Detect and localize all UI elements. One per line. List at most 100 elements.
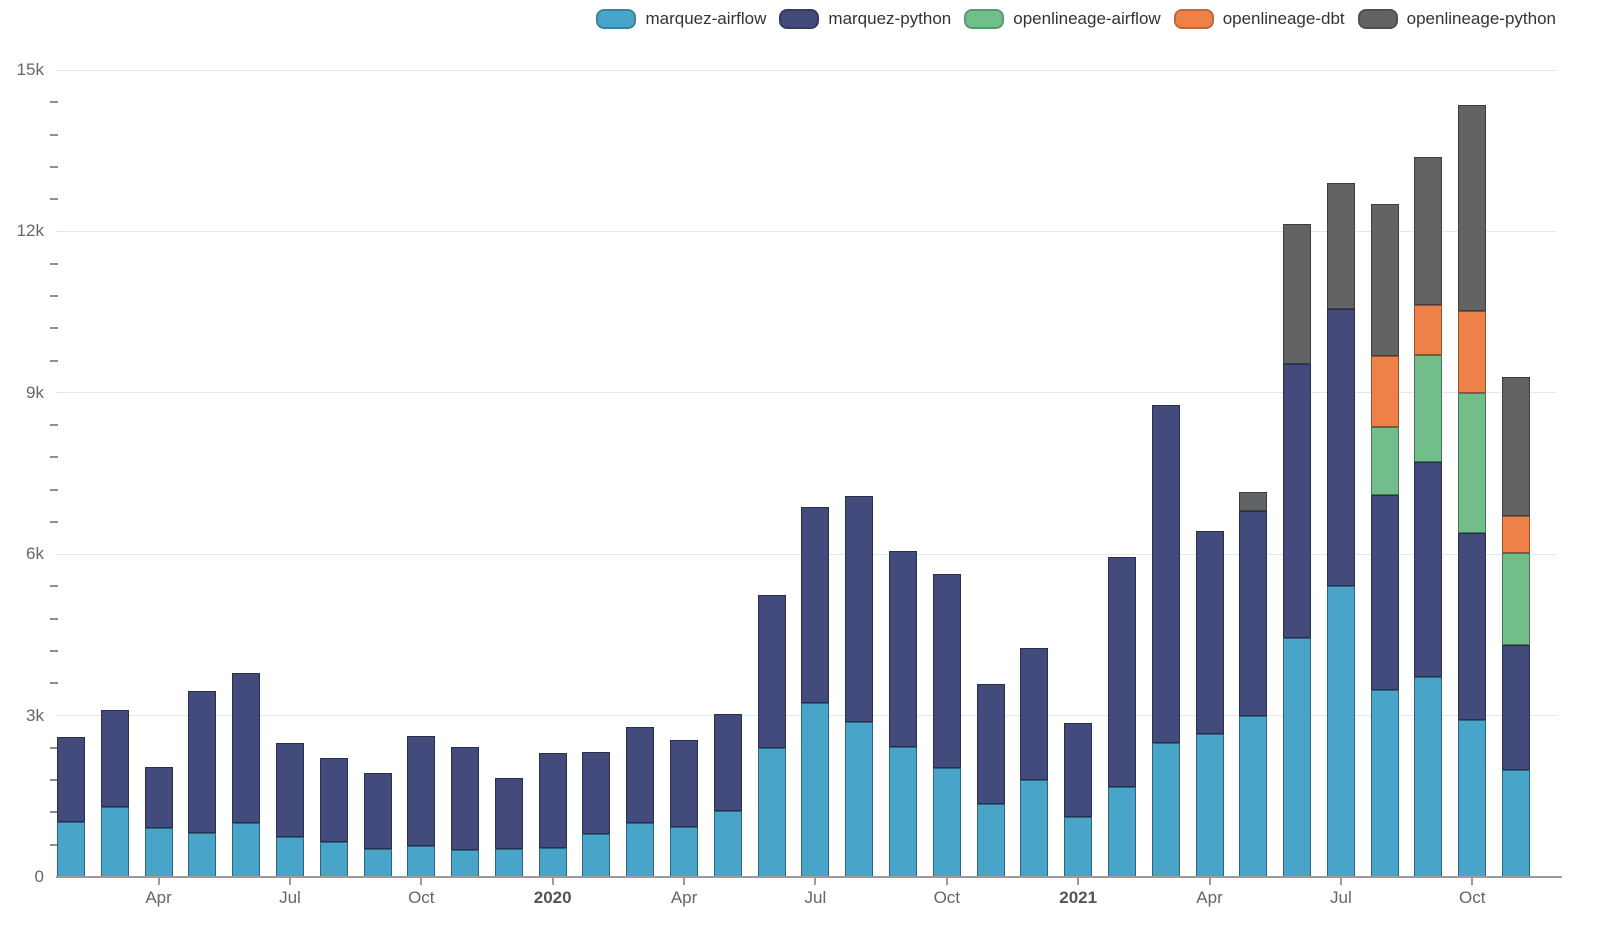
legend-label-marquez-airflow: marquez-airflow <box>645 9 767 28</box>
bar-segment-marquez-airflow[interactable] <box>1370 690 1399 877</box>
bar-segment-marquez-python[interactable] <box>1458 532 1487 720</box>
bar-segment-openlineage-python[interactable] <box>1326 182 1355 309</box>
bar-segment-marquez-airflow[interactable] <box>1239 715 1268 877</box>
bar-segment-openlineage-python[interactable] <box>1458 104 1487 311</box>
bar-segment-openlineage-airflow[interactable] <box>1414 354 1443 462</box>
x-axis-label-Jul: Jul <box>1330 888 1352 907</box>
bar-segment-marquez-airflow[interactable] <box>57 822 85 877</box>
y-minor-tick <box>50 198 58 201</box>
bar-segment-openlineage-python[interactable] <box>1370 203 1399 356</box>
bar-segment-marquez-python[interactable] <box>538 752 567 848</box>
bar-segment-marquez-airflow[interactable] <box>757 747 786 877</box>
bar-segment-marquez-airflow[interactable] <box>494 849 523 877</box>
x-axis-tick-Jul <box>288 877 291 885</box>
bar-segment-marquez-airflow[interactable] <box>1414 676 1443 877</box>
x-axis-label-Oct: Oct <box>933 888 961 907</box>
bar-segment-openlineage-airflow[interactable] <box>1458 392 1487 533</box>
bar-segment-marquez-python[interactable] <box>1370 495 1399 691</box>
legend-item-marquez-python[interactable]: marquez-python <box>779 9 951 29</box>
bar-segment-marquez-python[interactable] <box>1151 404 1180 744</box>
bar-segment-marquez-airflow[interactable] <box>538 847 567 877</box>
bar-segment-marquez-python[interactable] <box>626 726 655 823</box>
bar-segment-marquez-python[interactable] <box>1326 308 1355 586</box>
bar-segment-marquez-python[interactable] <box>1195 530 1224 734</box>
bar-segment-openlineage-python[interactable] <box>1502 376 1531 516</box>
legend-item-openlineage-airflow[interactable]: openlineage-airflow <box>964 9 1161 29</box>
bar-segment-marquez-python[interactable] <box>144 766 173 829</box>
bar-segment-marquez-airflow[interactable] <box>932 768 961 877</box>
bar-segment-marquez-python[interactable] <box>932 574 961 769</box>
bar-segment-marquez-python[interactable] <box>670 740 699 827</box>
bar-segment-marquez-python[interactable] <box>582 751 611 834</box>
bar-segment-marquez-python[interactable] <box>100 710 129 808</box>
bar-segment-marquez-airflow[interactable] <box>976 803 1005 877</box>
bar-segment-marquez-airflow[interactable] <box>713 810 742 877</box>
bar-segment-marquez-python[interactable] <box>232 673 261 824</box>
y-minor-tick <box>50 133 58 136</box>
bar-segment-marquez-airflow[interactable] <box>188 832 217 877</box>
x-axis-tick-2021 <box>1077 877 1080 885</box>
bar-segment-marquez-airflow[interactable] <box>1151 743 1180 877</box>
bar-segment-marquez-python[interactable] <box>363 773 392 849</box>
bar-segment-marquez-python[interactable] <box>976 683 1005 804</box>
legend-item-openlineage-python[interactable]: openlineage-python <box>1357 9 1556 29</box>
bar-segment-marquez-airflow[interactable] <box>845 722 874 877</box>
bar-segment-marquez-airflow[interactable] <box>1020 779 1049 877</box>
bar-segment-openlineage-airflow[interactable] <box>1370 426 1399 495</box>
bar-segment-marquez-python[interactable] <box>188 690 217 833</box>
bar-segment-marquez-airflow[interactable] <box>889 747 917 877</box>
bar-segment-marquez-airflow[interactable] <box>275 836 304 877</box>
bar-segment-openlineage-dbt[interactable] <box>1502 515 1531 553</box>
bar-segment-marquez-python[interactable] <box>275 743 304 837</box>
bar-segment-marquez-airflow[interactable] <box>100 807 129 877</box>
bar-segment-marquez-airflow[interactable] <box>319 842 348 877</box>
bar-segment-marquez-airflow[interactable] <box>582 833 611 877</box>
x-axis-tick-Jul <box>1339 877 1342 885</box>
bar-segment-marquez-python[interactable] <box>494 778 523 850</box>
bar-segment-marquez-python[interactable] <box>407 736 436 847</box>
bar-segment-openlineage-dbt[interactable] <box>1414 304 1443 355</box>
bar-segment-marquez-airflow[interactable] <box>451 850 480 877</box>
bar-segment-marquez-python[interactable] <box>451 746 480 851</box>
legend-item-openlineage-dbt[interactable]: openlineage-dbt <box>1173 9 1345 29</box>
bar-segment-marquez-python[interactable] <box>57 737 85 823</box>
bar-segment-marquez-airflow[interactable] <box>1283 637 1312 877</box>
bar-segment-openlineage-dbt[interactable] <box>1458 310 1487 393</box>
bar-segment-marquez-python[interactable] <box>319 758 348 843</box>
bar-segment-marquez-python[interactable] <box>1064 722 1093 817</box>
bar-segment-marquez-python[interactable] <box>889 550 917 748</box>
bar-segment-marquez-airflow[interactable] <box>1326 585 1355 877</box>
y-minor-tick <box>50 650 58 653</box>
bar-segment-marquez-python[interactable] <box>1502 644 1531 770</box>
x-axis-tick-Apr <box>1208 877 1211 885</box>
bar-segment-marquez-python[interactable] <box>1239 510 1268 716</box>
bar-segment-marquez-airflow[interactable] <box>232 823 261 877</box>
bar-segment-marquez-airflow[interactable] <box>801 703 830 877</box>
bar-segment-openlineage-airflow[interactable] <box>1502 552 1531 645</box>
legend-item-marquez-airflow[interactable]: marquez-airflow <box>596 9 766 29</box>
bar-segment-openlineage-python[interactable] <box>1283 223 1312 364</box>
bar-segment-marquez-airflow[interactable] <box>626 822 655 877</box>
bar-segment-openlineage-python[interactable] <box>1414 156 1443 305</box>
bar-segment-openlineage-python[interactable] <box>1239 491 1268 511</box>
bar-segment-marquez-python[interactable] <box>1283 363 1312 638</box>
bar-segment-marquez-python[interactable] <box>845 496 874 723</box>
bar-segment-marquez-python[interactable] <box>801 506 830 704</box>
bar-segment-marquez-python[interactable] <box>1020 647 1049 780</box>
bar-segment-marquez-airflow[interactable] <box>670 826 699 877</box>
bar-segment-marquez-airflow[interactable] <box>1458 719 1487 877</box>
bar-segment-marquez-airflow[interactable] <box>407 846 436 877</box>
bar-segment-marquez-airflow[interactable] <box>1502 769 1531 877</box>
legend-swatch-marquez-airflow <box>596 9 637 29</box>
bar-segment-marquez-python[interactable] <box>1107 556 1136 787</box>
bar-segment-marquez-python[interactable] <box>713 713 742 811</box>
bar-segment-marquez-airflow[interactable] <box>363 849 392 877</box>
bar-segment-marquez-airflow[interactable] <box>144 828 173 877</box>
bar-segment-marquez-airflow[interactable] <box>1107 786 1136 877</box>
bar-segment-openlineage-dbt[interactable] <box>1370 355 1399 427</box>
x-axis-tick-Oct <box>1471 877 1474 885</box>
bar-segment-marquez-airflow[interactable] <box>1195 733 1224 877</box>
bar-segment-marquez-airflow[interactable] <box>1064 817 1093 877</box>
bar-segment-marquez-python[interactable] <box>1414 461 1443 677</box>
bar-segment-marquez-python[interactable] <box>757 595 786 748</box>
